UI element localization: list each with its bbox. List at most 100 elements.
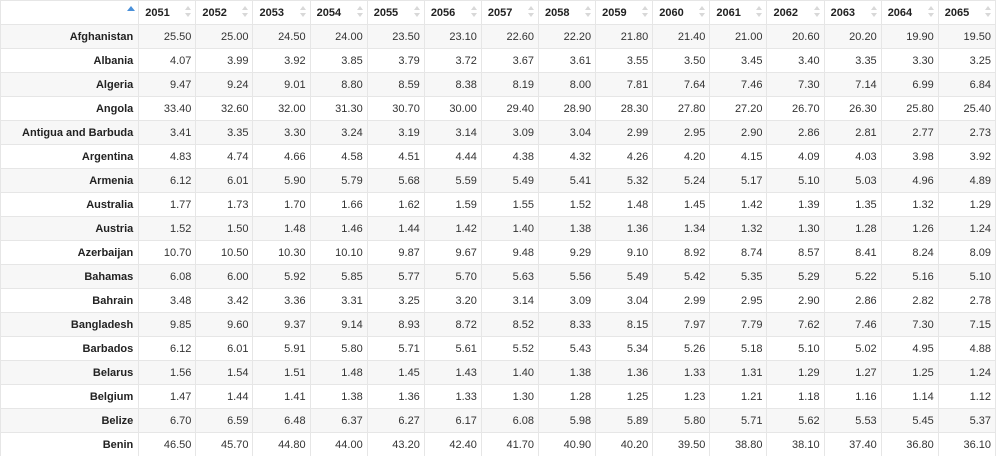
column-header[interactable]: 2058 (538, 0, 597, 25)
table-cell: 5.34 (595, 336, 654, 361)
table-cell: 8.80 (309, 72, 368, 97)
table-cell: 9.37 (252, 312, 311, 337)
column-header[interactable]: 2055 (366, 0, 425, 25)
table-cell: 1.52 (138, 216, 197, 241)
column-header[interactable]: 2060 (652, 0, 711, 25)
table-cell: 2.90 (709, 120, 768, 145)
table-cell: 19.90 (880, 24, 939, 49)
table-cell: 1.38 (538, 360, 597, 385)
column-header[interactable]: 2053 (252, 0, 311, 25)
table-cell: 9.01 (252, 72, 311, 97)
sort-icon[interactable] (756, 6, 763, 18)
table-cell: 4.83 (138, 144, 197, 169)
table-cell: 1.45 (652, 192, 711, 217)
table-cell: 5.17 (709, 168, 768, 193)
table-cell: 1.25 (880, 360, 939, 385)
table-cell: 3.14 (480, 288, 540, 313)
column-header-label: 2054 (316, 6, 342, 19)
column-header[interactable]: 2065 (937, 0, 996, 25)
table-cell: 1.41 (252, 384, 311, 409)
table-cell: 5.92 (252, 264, 311, 289)
table-cell: 3.48 (138, 288, 197, 313)
table-cell: 5.59 (423, 168, 482, 193)
column-header[interactable]: 2063 (823, 0, 882, 25)
table-cell: 30.00 (423, 96, 482, 121)
table-cell: 6.99 (880, 72, 939, 97)
table-cell: 4.51 (366, 144, 425, 169)
column-header[interactable]: 2052 (195, 0, 254, 25)
table-cell: 6.12 (138, 168, 197, 193)
table-cell: 5.61 (423, 336, 482, 361)
table-cell: 44.00 (309, 432, 368, 456)
header-row: 2051 2052 2053 2054 2055 2056 2057 2058 2059 2060… (0, 0, 996, 25)
table-cell: 5.52 (480, 336, 540, 361)
table-cell: 5.45 (880, 408, 939, 433)
table-cell: 5.37 (937, 408, 996, 433)
table-row: Benin 46.50 45.70 44.80 44.00 43.20 42.40 41.70… (0, 432, 996, 456)
sort-icon[interactable] (242, 6, 249, 18)
table-cell: 3.31 (309, 288, 368, 313)
table-cell: 6.17 (423, 408, 482, 433)
sort-icon[interactable] (413, 6, 420, 18)
table-cell: 6.27 (366, 408, 425, 433)
sort-ascending-icon[interactable] (127, 6, 135, 11)
table-cell: 3.92 (937, 144, 996, 169)
table-cell: 10.30 (252, 240, 311, 265)
table-cell: 5.70 (423, 264, 482, 289)
table-cell: 8.15 (595, 312, 654, 337)
table-cell: 4.03 (823, 144, 882, 169)
column-header[interactable]: 2057 (480, 0, 540, 25)
sort-icon[interactable] (699, 6, 706, 18)
sort-icon[interactable] (642, 6, 649, 18)
table-row: Bangladesh 9.85 9.60 9.37 9.14 8.93 8.72 8.52 8.… (0, 312, 996, 337)
table-cell: 6.84 (937, 72, 996, 97)
table-row: Belgium 1.47 1.44 1.41 1.38 1.36 1.33 1.30 1.28 1… (0, 384, 996, 409)
sort-icon[interactable] (356, 6, 363, 18)
table-cell: 1.43 (423, 360, 482, 385)
column-header[interactable]: 2062 (766, 0, 825, 25)
sort-icon[interactable] (185, 6, 192, 18)
table-cell: 1.33 (423, 384, 482, 409)
table-cell: 1.14 (880, 384, 939, 409)
table-cell: 9.87 (366, 240, 425, 265)
sort-icon[interactable] (585, 6, 592, 18)
table-cell: 4.58 (309, 144, 368, 169)
table-cell: 8.00 (538, 72, 597, 97)
table-cell: 3.25 (937, 48, 996, 73)
table-cell: 3.50 (652, 48, 711, 73)
column-header[interactable]: 2061 (709, 0, 768, 25)
table-cell: 22.20 (538, 24, 597, 49)
table-row: Austria 1.52 1.50 1.48 1.46 1.44 1.42 1.40 1.38 1… (0, 216, 996, 241)
row-label: Albania (0, 48, 140, 73)
table-row: Barbados 6.12 6.01 5.91 5.80 5.71 5.61 5.52 5.43… (0, 336, 996, 361)
row-label: Angola (0, 96, 140, 121)
table-cell: 8.72 (423, 312, 482, 337)
sort-icon[interactable] (985, 6, 991, 18)
table-cell: 5.26 (652, 336, 711, 361)
sort-icon[interactable] (813, 6, 820, 18)
table-cell: 5.18 (709, 336, 768, 361)
table-cell: 6.37 (309, 408, 368, 433)
table-cell: 9.29 (538, 240, 597, 265)
sort-icon[interactable] (470, 6, 477, 18)
table-cell: 26.30 (823, 96, 882, 121)
table-cell: 6.12 (138, 336, 197, 361)
sort-icon[interactable] (927, 6, 934, 18)
row-label: Bahrain (0, 288, 140, 313)
table-cell: 1.36 (366, 384, 425, 409)
sort-icon[interactable] (528, 6, 535, 18)
table-cell: 1.50 (195, 216, 254, 241)
table-cell: 5.77 (366, 264, 425, 289)
sort-icon[interactable] (299, 6, 306, 18)
column-header[interactable]: 2056 (423, 0, 482, 25)
row-label: Australia (0, 192, 140, 217)
column-header[interactable]: 2051 (138, 0, 197, 25)
column-header[interactable]: 2054 (309, 0, 368, 25)
table-cell: 4.89 (937, 168, 996, 193)
sort-icon[interactable] (870, 6, 877, 18)
column-header[interactable]: 2059 (595, 0, 654, 25)
column-header[interactable]: 2064 (880, 0, 939, 25)
corner-header[interactable] (0, 0, 140, 25)
table-cell: 32.60 (195, 96, 254, 121)
row-label: Belize (0, 408, 140, 433)
